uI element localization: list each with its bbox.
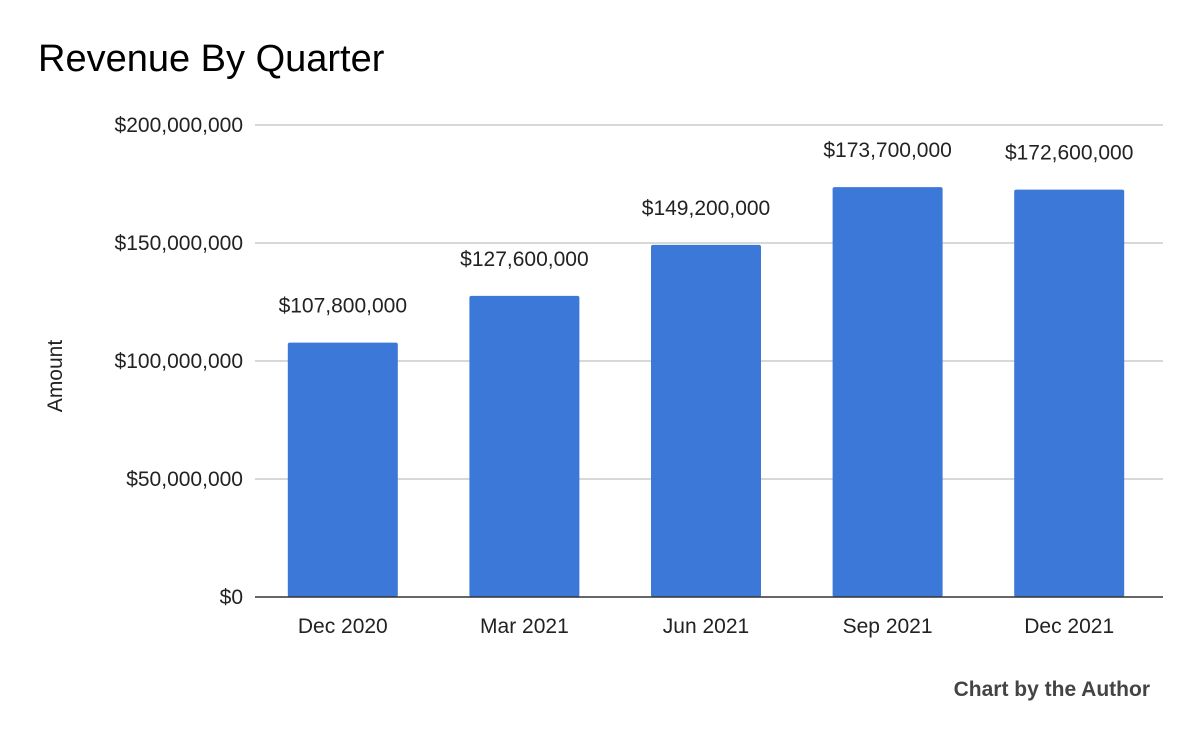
chart-credit: Chart by the Author — [953, 678, 1150, 701]
chart-title: Revenue By Quarter — [38, 38, 385, 80]
bar — [287, 342, 398, 597]
data-label: $107,800,000 — [279, 295, 407, 318]
y-axis-title: Amount — [44, 340, 67, 413]
bar — [651, 244, 761, 597]
y-tick-label: $150,000,000 — [115, 232, 243, 255]
x-tick-label: Dec 2020 — [298, 615, 388, 638]
bar — [832, 187, 943, 597]
x-tick-label: Jun 2021 — [663, 615, 749, 638]
y-tick-label: $200,000,000 — [115, 114, 243, 137]
data-label: $127,600,000 — [460, 248, 588, 271]
x-tick-label: Sep 2021 — [843, 615, 933, 638]
data-label: $172,600,000 — [1005, 142, 1133, 165]
data-label: $149,200,000 — [642, 197, 770, 220]
y-tick-label: $50,000,000 — [126, 468, 243, 491]
y-tick-label: $0 — [220, 586, 243, 609]
data-label: $173,700,000 — [823, 139, 951, 162]
x-tick-label: Dec 2021 — [1024, 615, 1114, 638]
y-tick-label: $100,000,000 — [115, 350, 243, 373]
bar — [469, 295, 580, 597]
bar — [1014, 189, 1125, 597]
x-tick-label: Mar 2021 — [480, 615, 569, 638]
